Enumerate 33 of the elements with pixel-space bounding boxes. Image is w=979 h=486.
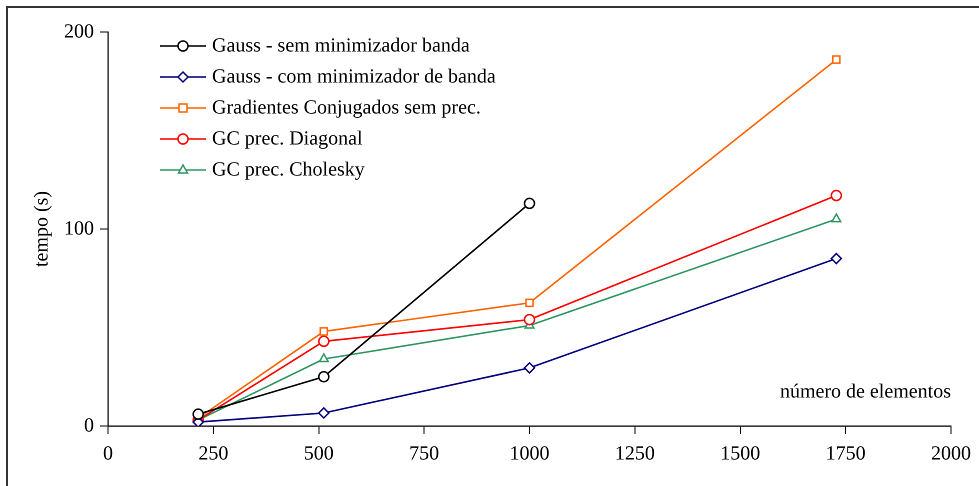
x-tick-label: 1000 [510,442,550,464]
y-axis-title: tempo (s) [30,190,52,268]
point [524,198,536,210]
x-tick-label: 0 [103,442,113,464]
point [524,362,536,374]
point [318,371,330,382]
point [320,327,328,336]
x-tick-label: 750 [409,442,440,464]
x-tick-label: 2000 [931,442,971,464]
point [525,298,534,308]
point [830,252,842,264]
point [832,55,841,64]
point [831,213,842,222]
point [318,336,330,348]
point [318,353,329,362]
point [830,190,842,202]
point [524,314,536,326]
x-tick-label: 250 [198,442,228,464]
y-tick-label: 200 [64,20,94,42]
x-tick-label: 1250 [614,442,655,464]
x-tick-label: 1500 [720,442,760,464]
legend-label: GC prec. Diagonal [212,127,363,150]
legend-label: GC prec. Cholesky [212,158,365,180]
legend-label: Gauss - com minimizador de banda [212,65,496,88]
x-tick-label: 500 [304,442,334,464]
x-axis-title: número de elementos [780,380,952,402]
point [318,407,330,419]
x-tick-label: 1750 [826,442,866,464]
y-tick-label: 100 [64,217,94,240]
legend-label: Gauss - sem minimizador banda [212,34,470,56]
y-tick-label: 0 [84,414,94,436]
legend-label: Gradientes Conjugados sem prec. [212,96,481,118]
point [192,408,204,420]
